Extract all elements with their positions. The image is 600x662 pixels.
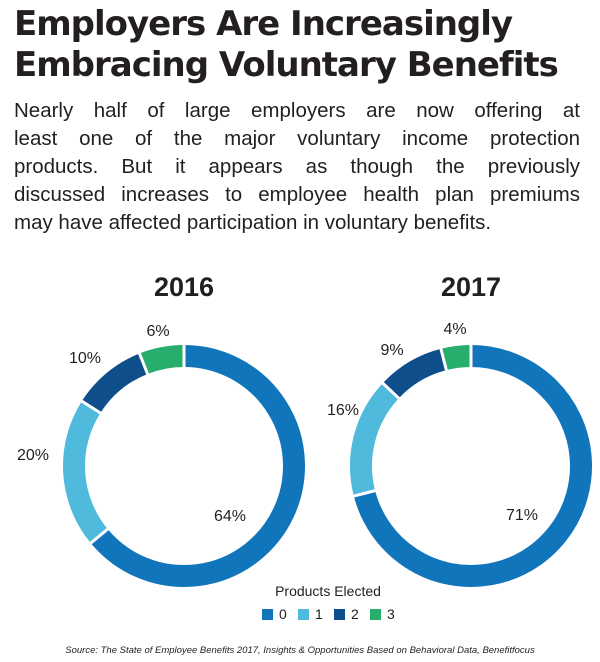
donut-segments-2016 <box>63 344 305 587</box>
legend-label: 3 <box>387 606 395 622</box>
chart-title-2017: 2017 <box>441 272 501 302</box>
segment-separator <box>80 399 103 415</box>
donut-segment-2 <box>382 348 447 399</box>
chart-title-2016: 2016 <box>154 272 214 302</box>
data-label: 4% <box>443 321 466 338</box>
legend-label: 0 <box>279 606 287 622</box>
donut-segment-1 <box>63 401 108 544</box>
data-label: 16% <box>327 402 359 419</box>
donut-segment-3 <box>440 345 472 371</box>
data-label: 20% <box>17 447 49 464</box>
subtitle-line: least one of the major voluntary income … <box>14 127 580 150</box>
donut-chart-2016: 2016 64% 20% 10% 6% <box>17 272 305 587</box>
subtitle-line: Nearly half of large employers are now o… <box>14 99 580 122</box>
segment-separator <box>381 381 401 401</box>
segment-separator <box>137 352 150 376</box>
donut-chart-2017: 2017 71% 16% 9% 4% <box>327 272 592 587</box>
legend: Products Elected 0 1 2 3 <box>262 583 395 622</box>
legend-swatch <box>262 609 273 620</box>
title-line: Embracing Voluntary Benefits <box>14 45 559 85</box>
donut-segments-2017 <box>350 344 592 587</box>
legend-swatch <box>298 609 309 620</box>
data-label: 10% <box>69 350 101 367</box>
data-label: 64% <box>214 508 246 525</box>
donut-segment-1 <box>350 383 400 497</box>
legend-label: 1 <box>315 606 323 622</box>
data-label: 71% <box>506 507 538 524</box>
data-label: 6% <box>146 323 169 340</box>
chart-title: Employers Are Increasingly Embracing Vol… <box>14 4 594 86</box>
donut-segment-3 <box>139 345 185 375</box>
legend-label: 2 <box>351 606 359 622</box>
source-note: Source: The State of Employee Benefits 2… <box>65 645 535 656</box>
subtitle-line: may have affected participation in volun… <box>14 211 492 234</box>
donut-segment-2 <box>81 353 148 414</box>
donut-segment-0 <box>90 345 305 587</box>
chart-subtitle: Nearly half of large employers are now o… <box>14 97 580 237</box>
segment-separator <box>89 527 110 545</box>
legend-title: Products Elected <box>275 583 381 599</box>
donut-segment-0 <box>353 345 592 587</box>
segment-separator <box>352 488 377 498</box>
legend-swatch <box>334 609 345 620</box>
legend-swatch <box>370 609 381 620</box>
data-label: 9% <box>380 342 403 359</box>
segment-separator <box>439 347 449 372</box>
title-line: Employers Are Increasingly <box>14 4 513 44</box>
subtitle-line: products. But it appears as though the p… <box>14 155 580 178</box>
subtitle-line: discussed increases to employee health p… <box>14 183 580 206</box>
